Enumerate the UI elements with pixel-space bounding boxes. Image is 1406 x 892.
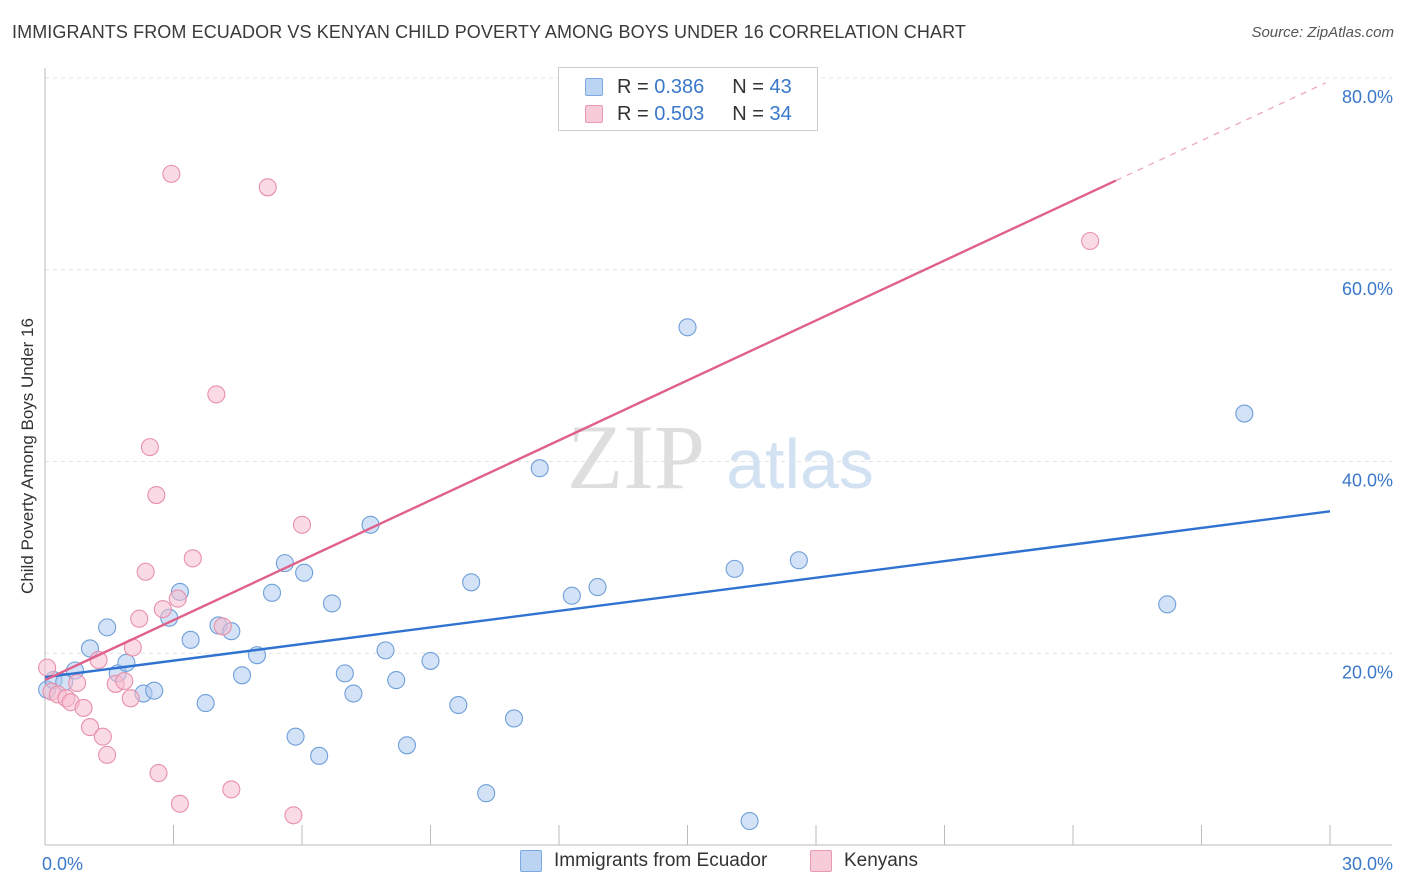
ecuador-point bbox=[310, 746, 329, 765]
watermark-atlas: atlas bbox=[726, 425, 874, 503]
ecuador-point bbox=[678, 318, 697, 337]
source-label: Source: ZipAtlas.com bbox=[1251, 24, 1394, 41]
ecuador-point bbox=[588, 578, 607, 597]
kenyan-point bbox=[213, 617, 232, 636]
kenyan-point bbox=[168, 589, 187, 608]
y-tick-label: 60.0% bbox=[1342, 279, 1393, 299]
ecuador-point bbox=[196, 694, 215, 713]
chart-title: IMMIGRANTS FROM ECUADOR VS KENYAN CHILD … bbox=[12, 22, 966, 42]
series-kenyan-points bbox=[38, 164, 1100, 825]
kenyan-point bbox=[136, 562, 155, 581]
kenyan-point bbox=[115, 672, 134, 691]
kenyan-point bbox=[140, 438, 159, 457]
kenyan-point bbox=[130, 609, 149, 628]
watermark-zip: ZIP bbox=[567, 406, 705, 508]
legend-r-value-ecuador: 0.386 bbox=[654, 75, 705, 98]
grid-lines bbox=[45, 77, 1392, 654]
kenyan-point bbox=[183, 549, 202, 568]
y-tick-label: 80.0% bbox=[1342, 87, 1393, 107]
ecuador-point bbox=[562, 586, 581, 605]
y-tick-label: 20.0% bbox=[1342, 662, 1393, 682]
ecuador-point bbox=[232, 666, 252, 685]
kenyan-point bbox=[284, 806, 303, 825]
ecuador-point bbox=[725, 559, 744, 578]
legend-swatch-ecuador bbox=[585, 78, 603, 96]
legend-row-kenyan: R = 0.503 N = 34 bbox=[585, 102, 792, 126]
kenyan-point bbox=[153, 600, 172, 619]
kenyan-point bbox=[147, 486, 166, 505]
ecuador-point bbox=[1158, 595, 1177, 614]
ecuador-point bbox=[421, 651, 440, 670]
ecuador-point bbox=[462, 573, 481, 592]
kenyan-trend-line-extension bbox=[1115, 82, 1326, 182]
kenyan-trend-line bbox=[44, 179, 1117, 682]
bottom-legend-swatch-ecuador bbox=[520, 850, 542, 872]
ecuador-point bbox=[740, 811, 759, 831]
kenyan-point bbox=[258, 178, 277, 197]
ecuador-point bbox=[322, 594, 342, 613]
kenyan-point bbox=[149, 764, 168, 783]
kenyan-point bbox=[68, 673, 87, 693]
kenyan-point bbox=[292, 515, 312, 534]
ecuador-point bbox=[376, 641, 395, 660]
legend-n-label: N = bbox=[732, 75, 764, 98]
kenyan-point bbox=[121, 689, 140, 708]
ecuador-point bbox=[387, 671, 406, 690]
ecuador-trend-line bbox=[44, 510, 1331, 679]
legend-n-value-kenyan: 34 bbox=[769, 102, 792, 125]
kenyan-point bbox=[207, 385, 226, 404]
bottom-legend-label-kenyan: Kenyans bbox=[844, 850, 918, 871]
ecuador-point bbox=[286, 727, 305, 746]
legend-swatch-kenyan bbox=[585, 105, 603, 123]
tick-labels: 20.0% 40.0% 60.0% 80.0% 0.0% 30.0% bbox=[42, 87, 1393, 874]
bottom-legend-label-ecuador: Immigrants from Ecuador bbox=[554, 850, 768, 871]
trend-lines bbox=[44, 82, 1331, 682]
ecuador-point bbox=[117, 653, 136, 672]
x-tick-label: 30.0% bbox=[1342, 854, 1393, 874]
ecuador-point bbox=[98, 618, 117, 637]
legend-r-label: R = bbox=[617, 102, 649, 125]
legend-r-label: R = bbox=[617, 75, 649, 98]
watermark: ZIP atlas bbox=[567, 406, 874, 508]
y-tick-label: 40.0% bbox=[1342, 471, 1393, 491]
axes bbox=[44, 68, 1392, 846]
bottom-legend-ecuador: Immigrants from Ecuador bbox=[520, 850, 767, 872]
kenyan-point bbox=[1081, 231, 1100, 251]
ecuador-point bbox=[295, 563, 314, 582]
ecuador-point bbox=[397, 736, 416, 755]
kenyan-point bbox=[74, 698, 93, 717]
ecuador-point bbox=[477, 784, 496, 803]
x-tick-label: 0.0% bbox=[42, 854, 83, 874]
kenyan-point bbox=[80, 718, 100, 737]
ecuador-point bbox=[145, 681, 164, 700]
ecuador-point bbox=[344, 684, 363, 703]
kenyan-point bbox=[93, 727, 112, 746]
ecuador-point bbox=[1235, 404, 1254, 423]
ecuador-point bbox=[335, 664, 354, 683]
ecuador-point bbox=[181, 630, 200, 649]
kenyan-point bbox=[222, 780, 241, 799]
correlation-legend: R = 0.386 N = 43 R = 0.503 N = 34 bbox=[558, 67, 818, 131]
ecuador-point bbox=[504, 709, 524, 728]
kenyan-point bbox=[170, 794, 189, 813]
ecuador-point bbox=[530, 459, 549, 478]
ecuador-point bbox=[789, 551, 808, 570]
legend-row-ecuador: R = 0.386 N = 43 bbox=[585, 75, 792, 99]
legend-n-label: N = bbox=[732, 102, 764, 125]
bottom-legend-kenyan: Kenyans bbox=[810, 850, 918, 872]
legend-r-value-kenyan: 0.503 bbox=[654, 102, 705, 125]
ecuador-point bbox=[262, 583, 282, 602]
kenyan-point bbox=[162, 164, 181, 183]
kenyan-point bbox=[98, 745, 117, 764]
kenyan-point bbox=[38, 658, 57, 677]
ecuador-point bbox=[449, 695, 468, 715]
bottom-legend-swatch-kenyan bbox=[810, 850, 832, 872]
legend-n-value-ecuador: 43 bbox=[769, 75, 792, 98]
